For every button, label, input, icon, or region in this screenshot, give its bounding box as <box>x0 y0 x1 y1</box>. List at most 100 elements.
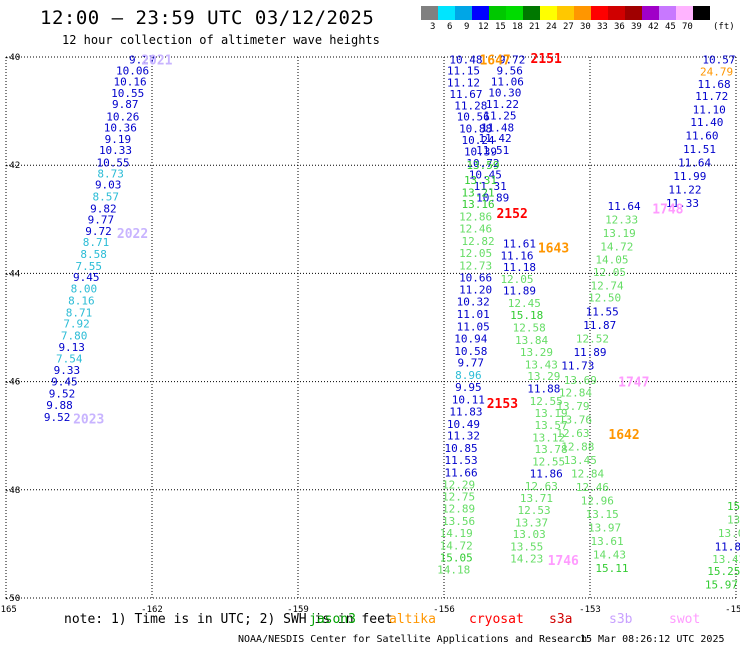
pass-time-label: 2153 <box>487 397 518 412</box>
wave-height-point: 9.87 <box>112 98 139 111</box>
y-tick-label: -48 <box>4 486 20 496</box>
colorbar-swatch <box>489 6 506 20</box>
wave-height-point: 11.01 <box>457 308 490 321</box>
wave-height-point: 11.89 <box>503 285 536 298</box>
wave-height-point: 12.74 <box>590 279 623 292</box>
pass-time-label: 1642 <box>608 428 639 443</box>
colorbar-swatch <box>523 6 540 20</box>
x-tick-label: -165 <box>0 605 17 615</box>
wave-height-point: 10.89 <box>476 192 509 205</box>
wave-height-point: 13.97 <box>588 522 621 535</box>
colorbar-swatch <box>421 6 438 20</box>
wave-height-point: 12.86 <box>459 211 492 224</box>
colorbar-tick-label: 33 <box>597 22 608 32</box>
wave-height-point: 13.61 <box>590 535 623 548</box>
wave-height-point: 12.73 <box>459 259 492 272</box>
wave-height-point: 8.16 <box>68 294 95 307</box>
colorbar-swatch <box>608 6 625 20</box>
wave-height-point: 10.55 <box>111 87 144 100</box>
colorbar-tick-label: 21 <box>529 22 540 32</box>
wave-height-point: 15.97 <box>705 578 738 591</box>
wave-height-point: 10.49 <box>447 418 480 431</box>
wave-height-point: 8.96 <box>455 369 482 382</box>
wave-height-point: 12.88 <box>561 441 594 454</box>
wave-height-point: 11.89 <box>715 541 740 554</box>
sat-label-s3a: s3a <box>549 612 573 627</box>
colorbar-tick-label: 70 <box>682 22 693 32</box>
y-tick-label: -42 <box>4 161 20 171</box>
wave-height-point: 13.15 <box>586 508 619 521</box>
wave-height-point: 7.54 <box>56 352 83 365</box>
colorbar-unit: (ft) <box>713 22 735 32</box>
x-tick-label: -153 <box>579 605 601 615</box>
colorbar-tick-label: 36 <box>614 22 625 32</box>
wave-height-point: 9.77 <box>88 213 115 226</box>
wave-height-point: 10.16 <box>114 75 147 88</box>
wave-height-point: 11.16 <box>500 250 533 263</box>
wave-height-point: 10.33 <box>99 144 132 157</box>
colorbar-swatch <box>659 6 676 20</box>
wave-height-point: 13.19 <box>535 407 568 420</box>
wave-height-point: 11.32 <box>447 430 480 443</box>
wave-height-point: 13.56 <box>442 515 475 528</box>
wave-height-point: 15.05 <box>440 551 473 564</box>
wave-height-point: 11.87 <box>583 319 616 332</box>
wave-height-point: 11.42 <box>479 132 512 145</box>
wave-height-point: 8.73 <box>97 167 124 180</box>
colorbar-tick-label: 45 <box>665 22 676 32</box>
wave-height-point: 10.57 <box>702 54 735 67</box>
wave-height-point: 13.42 <box>712 553 740 566</box>
wave-height-point: 13.29 <box>527 370 560 383</box>
wave-height-point: 10.11 <box>452 393 485 406</box>
wave-height-point: 14.43 <box>593 549 626 562</box>
wave-height-point: 12.46 <box>459 222 492 235</box>
wave-height-point: 11.48 <box>481 121 514 134</box>
wave-height-point: 12.05 <box>459 247 492 260</box>
wave-height-point: 9.45 <box>51 376 78 389</box>
wave-height-point: 10.26 <box>106 111 139 124</box>
pass-time-label: 1643 <box>538 241 569 256</box>
wave-height-point: 12.52 <box>576 332 609 345</box>
wave-height-point: 14.72 <box>440 540 473 553</box>
wave-height-point: 10.32 <box>457 296 490 309</box>
wave-height-point: 10.88 <box>459 122 492 135</box>
colorbar-swatch <box>540 6 557 20</box>
wave-height-point: 11.64 <box>678 156 711 169</box>
wave-height-point: 13.55 <box>510 541 543 554</box>
sat-label-swot: swot <box>669 612 701 627</box>
wave-height-point: 9.72 <box>499 54 526 67</box>
wave-height-point: 12.33 <box>605 213 638 226</box>
wave-height-point: 13.69 <box>564 374 597 387</box>
wave-height-point: 13.43 <box>525 358 558 371</box>
pass-time-label: 2022 <box>117 227 148 242</box>
colorbar-tick-label: 3 <box>430 22 436 32</box>
wave-height-point: 7.80 <box>61 330 88 343</box>
wave-height-point: 10.85 <box>444 442 477 455</box>
wave-height-point: 11.06 <box>491 75 524 88</box>
wave-height-point: 13.79 <box>556 400 589 413</box>
wave-height-point: 9.45 <box>73 271 100 284</box>
wave-height-point: 15.11 <box>595 562 628 575</box>
wave-height-point: 11.60 <box>685 129 718 142</box>
wave-height-point: 8.57 <box>93 191 120 204</box>
wave-height-point: 11.61 <box>503 238 536 251</box>
y-tick-label: -44 <box>4 269 20 279</box>
pass-time-label: 2151 <box>531 52 562 67</box>
wave-height-point: 11.64 <box>608 200 641 213</box>
wave-height-point: 12.50 <box>588 292 621 305</box>
wave-height-point: 11.22 <box>668 184 701 197</box>
colorbar-tick-label: 24 <box>546 22 557 32</box>
wave-height-point: 11.28 <box>454 100 487 113</box>
wave-height-point: 11.15 <box>447 65 480 78</box>
wave-height-point: 11.40 <box>690 116 723 129</box>
wave-height-point: 13.03 <box>513 528 546 541</box>
wave-height-point: 13.29 <box>520 346 553 359</box>
wave-height-point: 9.03 <box>95 179 122 192</box>
wave-height-point: 13.21 <box>462 186 495 199</box>
wave-height-point: 9.13 <box>58 341 85 354</box>
wave-height-point: 12.05 <box>593 266 626 279</box>
colorbar-tick-label: 27 <box>563 22 574 32</box>
wave-height-point: 12.05 <box>500 273 533 286</box>
